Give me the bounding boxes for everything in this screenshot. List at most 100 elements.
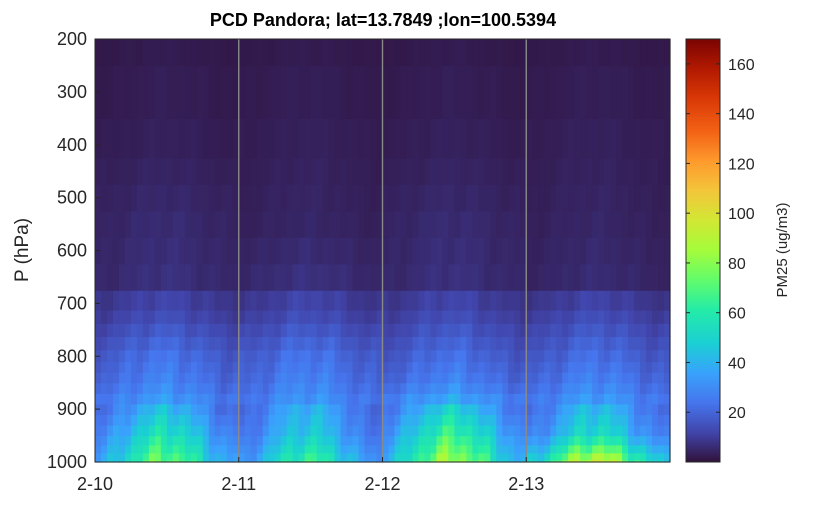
- heatmap-cell: [112, 414, 120, 426]
- heatmap-cell: [586, 39, 593, 67]
- heatmap-cell: [532, 361, 539, 373]
- heatmap-cell: [328, 118, 336, 159]
- heatmap-cell: [520, 372, 527, 384]
- heatmap-cell: [568, 361, 575, 373]
- heatmap-cell: [616, 309, 623, 324]
- heatmap-cell: [148, 424, 156, 437]
- heatmap-cell: [484, 414, 491, 426]
- heatmap-cell: [502, 309, 509, 324]
- heatmap-cell: [112, 65, 120, 119]
- heatmap-cell: [214, 349, 222, 363]
- heatmap-cell: [490, 309, 497, 324]
- heatmap-cell: [520, 403, 527, 416]
- heatmap-cell: [436, 237, 443, 265]
- heatmap-cell: [562, 290, 569, 311]
- heatmap-cell: [130, 459, 138, 463]
- heatmap-cell: [460, 424, 467, 437]
- heatmap-cell: [460, 118, 467, 159]
- heatmap-cell: [112, 157, 120, 186]
- heatmap-cell: [292, 290, 300, 311]
- heatmap-cell: [316, 157, 324, 186]
- heatmap-cell: [610, 184, 617, 212]
- heatmap-cell: [406, 336, 414, 351]
- heatmap-cell: [370, 323, 378, 338]
- heatmap-cell: [190, 372, 198, 384]
- heatmap-cell: [580, 290, 587, 311]
- heatmap-cell: [532, 459, 539, 463]
- heatmap-cell: [328, 372, 336, 384]
- heatmap-cell: [286, 323, 294, 338]
- heatmap-cell: [352, 157, 360, 186]
- heatmap-cell: [232, 309, 240, 324]
- heatmap-cell: [154, 237, 162, 265]
- heatmap-cell: [628, 382, 635, 394]
- heatmap-cell: [190, 444, 198, 454]
- heatmap-cell: [286, 414, 294, 426]
- heatmap-cell: [442, 336, 449, 351]
- heatmap-cell: [160, 459, 168, 463]
- heatmap-cell: [262, 309, 270, 324]
- heatmap-cell: [412, 414, 420, 426]
- heatmap-cell: [112, 118, 120, 159]
- heatmap-cell: [226, 237, 234, 265]
- heatmap-cell: [496, 336, 503, 351]
- heatmap-cell: [658, 372, 665, 384]
- heatmap-cell: [148, 361, 156, 373]
- heatmap-cell: [184, 323, 192, 338]
- heatmap-cell: [346, 414, 354, 426]
- heatmap-cell: [394, 393, 402, 405]
- heatmap-cell: [544, 393, 551, 405]
- heatmap-cell: [352, 39, 360, 67]
- heatmap-cell: [184, 309, 192, 324]
- heatmap-cell: [316, 459, 324, 463]
- heatmap-cell: [358, 403, 366, 416]
- heatmap-cell: [286, 459, 294, 463]
- heatmap-cell: [628, 414, 635, 426]
- heatmap-cell: [202, 435, 210, 446]
- heatmap-cell: [610, 382, 617, 394]
- heatmap-cell: [634, 237, 641, 265]
- heatmap-cell: [556, 393, 563, 405]
- heatmap-cell: [454, 184, 461, 212]
- heatmap-cell: [358, 323, 366, 338]
- heatmap-cell: [190, 336, 198, 351]
- heatmap-cell: [652, 237, 659, 265]
- heatmap-cell: [448, 210, 455, 238]
- heatmap-cell: [652, 444, 659, 454]
- heatmap-cell: [622, 237, 629, 265]
- heatmap-cell: [172, 424, 180, 437]
- heatmap-cell: [130, 290, 138, 311]
- heatmap-cell: [622, 263, 629, 291]
- heatmap-cell: [298, 323, 306, 338]
- heatmap-cell: [574, 184, 581, 212]
- heatmap-cell: [406, 382, 414, 394]
- heatmap-cell: [208, 349, 216, 363]
- heatmap-cell: [604, 361, 611, 373]
- heatmap-cell: [460, 263, 467, 291]
- heatmap-cell: [136, 290, 144, 311]
- heatmap-cell: [382, 452, 390, 460]
- heatmap-cell: [316, 361, 324, 373]
- heatmap-cell: [250, 361, 258, 373]
- heatmap-cell: [664, 309, 671, 324]
- heatmap-cell: [322, 157, 330, 186]
- heatmap-cell: [658, 336, 665, 351]
- heatmap-cell: [538, 184, 545, 212]
- heatmap-cell: [148, 237, 156, 265]
- colorbar-label: PM25 (ug/m3): [774, 202, 791, 297]
- heatmap-cell: [658, 65, 665, 119]
- heatmap-cell: [226, 323, 234, 338]
- heatmap-cell: [652, 382, 659, 394]
- heatmap-cell: [568, 323, 575, 338]
- heatmap-cell: [352, 323, 360, 338]
- heatmap-cell: [250, 393, 258, 405]
- heatmap-cell: [292, 157, 300, 186]
- heatmap-cell: [616, 452, 623, 460]
- heatmap-cell: [544, 459, 551, 463]
- heatmap-cell: [514, 184, 521, 212]
- heatmap-cell: [136, 210, 144, 238]
- heatmap-cell: [304, 444, 312, 454]
- heatmap-cell: [484, 382, 491, 394]
- heatmap-cell: [376, 309, 384, 324]
- colorbar-tick-label: 140: [728, 107, 755, 124]
